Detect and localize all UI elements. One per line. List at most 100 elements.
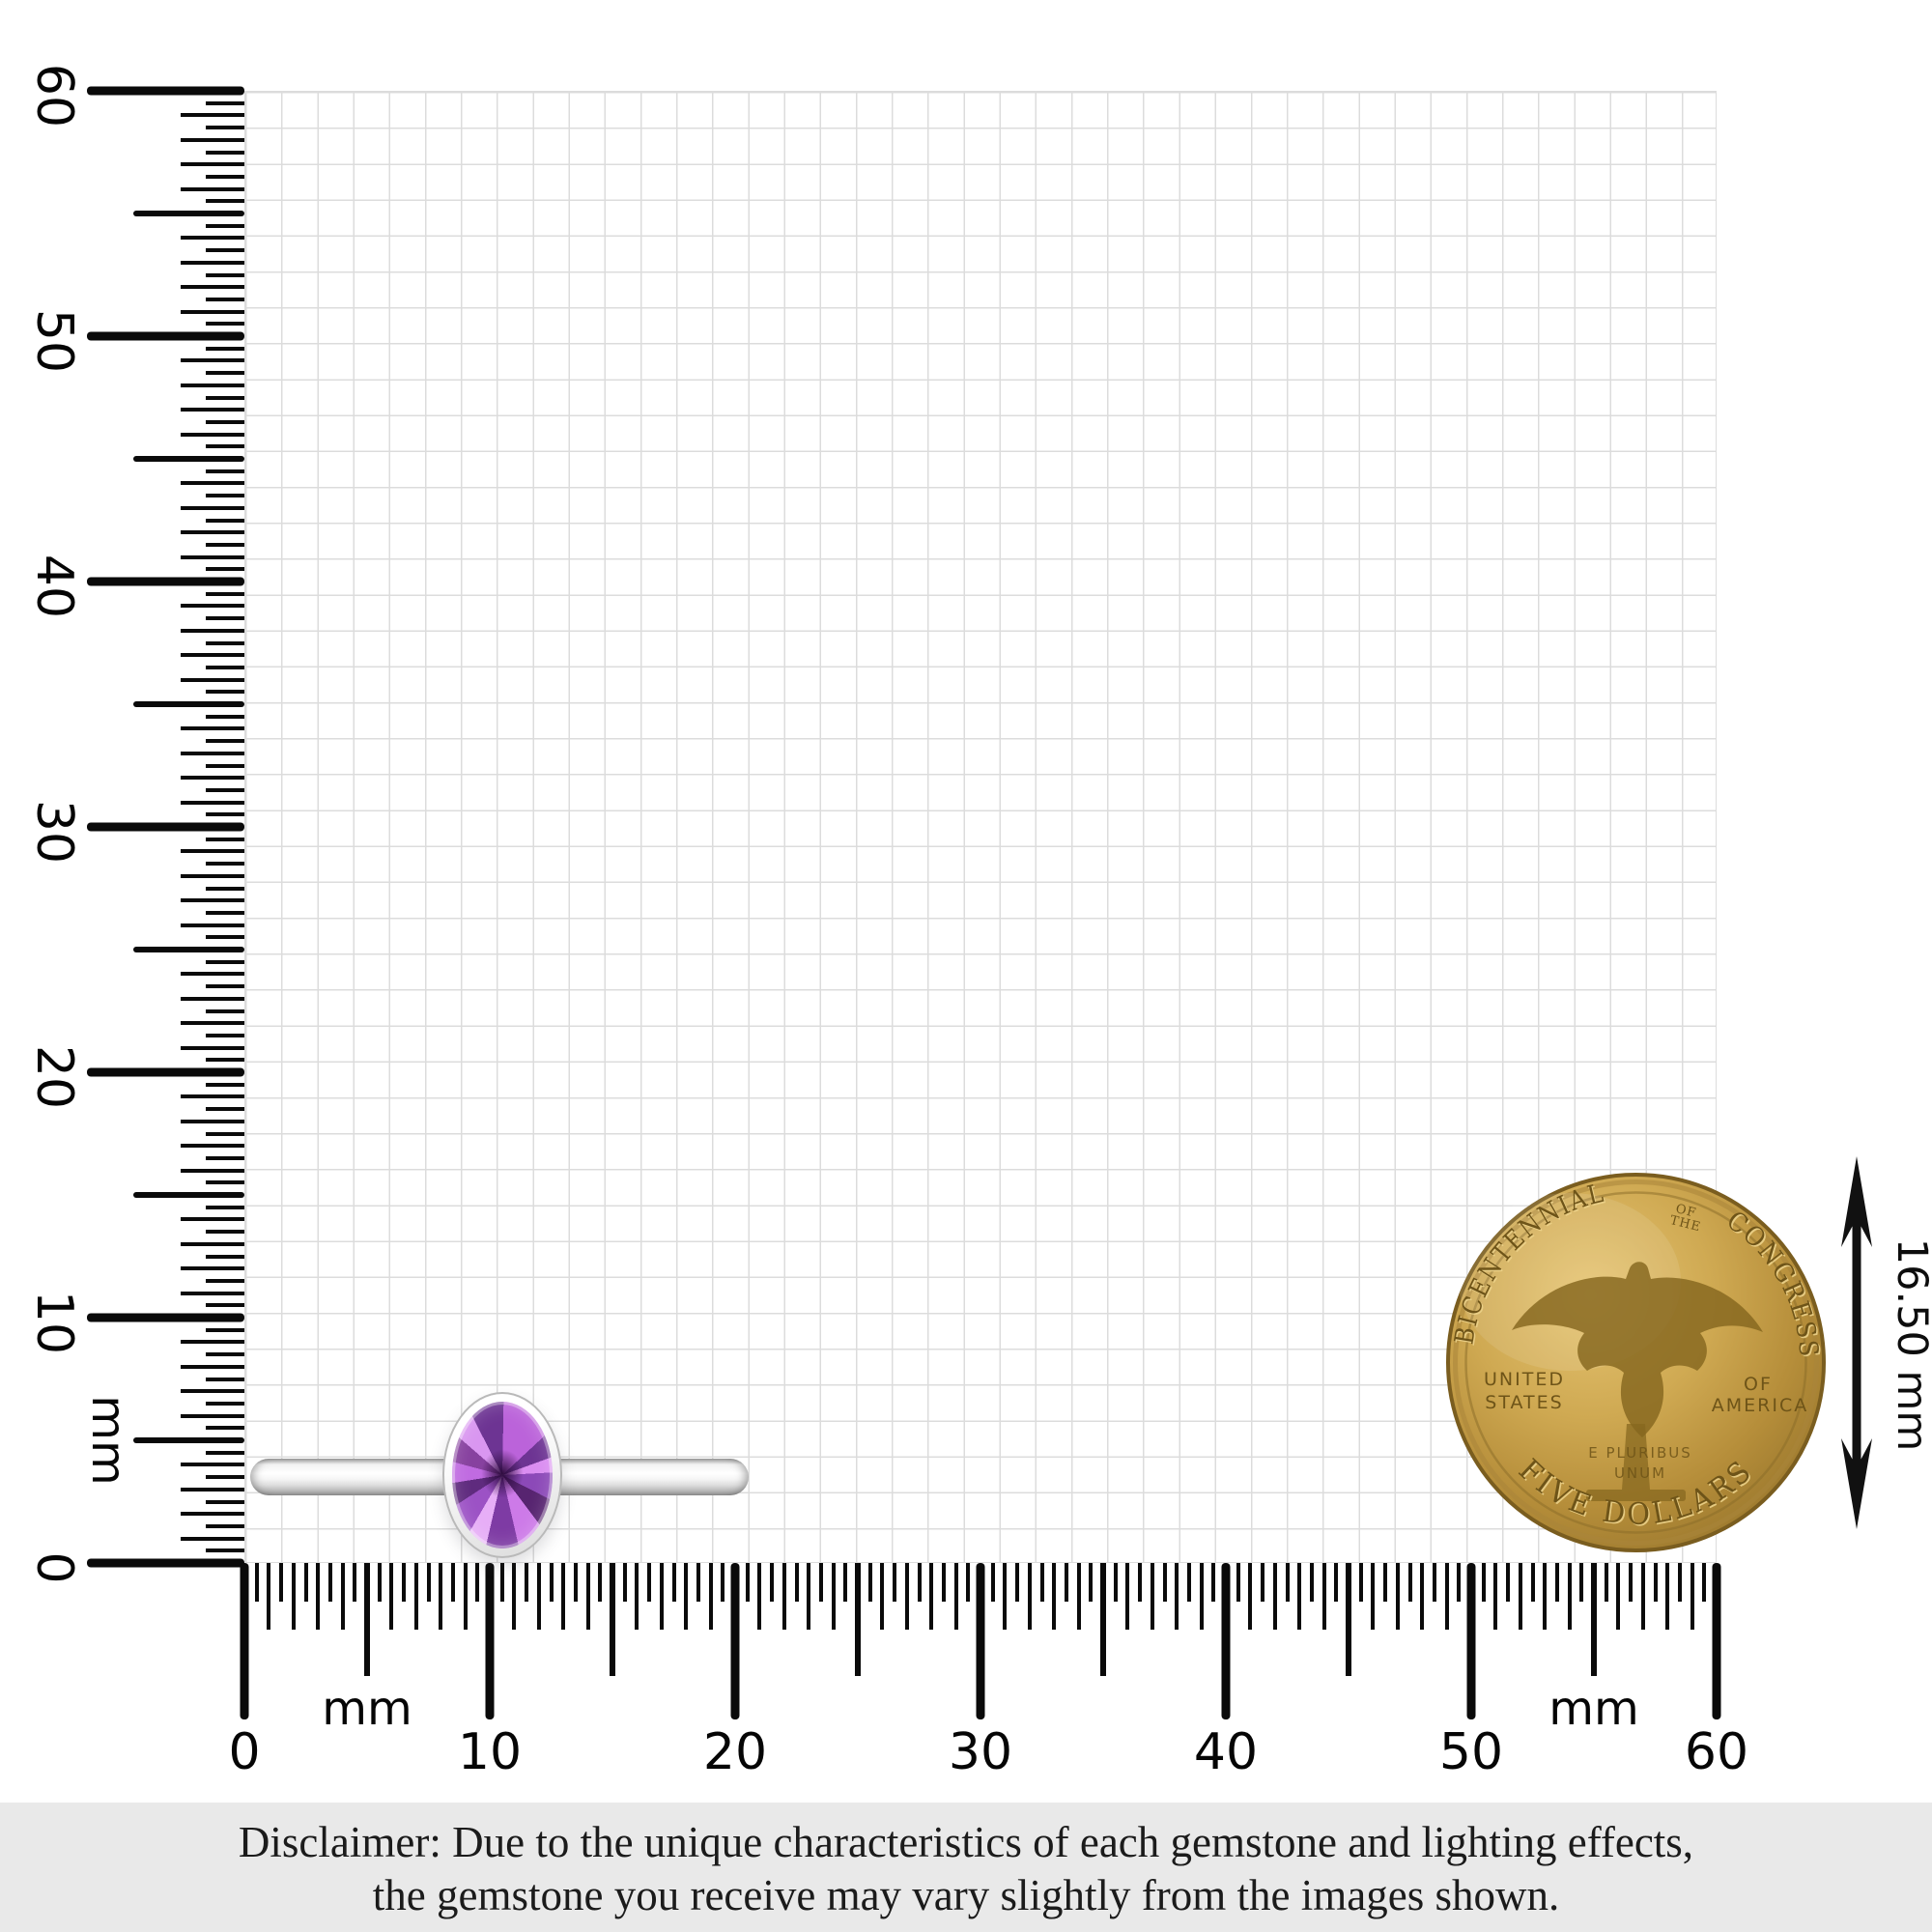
bottom-ruler-tick bbox=[1076, 1563, 1081, 1630]
left-ruler-tick bbox=[206, 690, 244, 695]
bottom-ruler-tick bbox=[1518, 1563, 1522, 1630]
bottom-ruler-tick bbox=[475, 1563, 480, 1602]
bottom-ruler-tick bbox=[1297, 1563, 1302, 1630]
bottom-ruler-tick bbox=[929, 1563, 934, 1630]
left-ruler-tick bbox=[181, 554, 244, 559]
left-ruler-tick bbox=[133, 211, 244, 216]
left-ruler-tick bbox=[181, 726, 244, 731]
bottom-ruler-tick bbox=[684, 1563, 689, 1630]
bottom-ruler-tick bbox=[880, 1563, 885, 1630]
left-ruler-tick bbox=[206, 1082, 244, 1087]
bottom-ruler-tick bbox=[1211, 1563, 1216, 1602]
left-ruler-tick bbox=[206, 322, 244, 327]
bottom-ruler-tick bbox=[426, 1563, 431, 1602]
left-ruler-tick bbox=[206, 1499, 244, 1504]
bottom-ruler-tick bbox=[1052, 1563, 1057, 1630]
left-ruler-tick bbox=[181, 996, 244, 1001]
left-ruler-label: 30 bbox=[25, 799, 83, 865]
left-ruler-tick bbox=[181, 776, 244, 781]
left-ruler-tick bbox=[206, 1548, 244, 1553]
bottom-ruler-tick bbox=[1175, 1563, 1179, 1630]
bottom-ruler-label: 30 bbox=[948, 1723, 1013, 1781]
eagle-perch-mace bbox=[1622, 1424, 1650, 1490]
bottom-ruler-tick bbox=[291, 1563, 296, 1630]
bottom-ruler-tick bbox=[512, 1563, 517, 1630]
bottom-ruler-tick bbox=[1039, 1563, 1044, 1602]
bottom-ruler-label: 10 bbox=[457, 1723, 523, 1781]
bottom-ruler-tick bbox=[573, 1563, 578, 1602]
disclaimer-band: Disclaimer: Due to the unique characteri… bbox=[0, 1803, 1932, 1932]
left-ruler-tick bbox=[181, 481, 244, 486]
left-ruler-tick bbox=[206, 837, 244, 841]
bottom-ruler-tick bbox=[941, 1563, 946, 1602]
left-ruler-tick bbox=[206, 665, 244, 669]
left-ruler-tick bbox=[181, 309, 244, 314]
bottom-ruler-tick bbox=[1150, 1563, 1154, 1630]
bottom-ruler-tick bbox=[1346, 1563, 1351, 1676]
bottom-ruler-tick bbox=[1383, 1563, 1388, 1602]
bottom-ruler-tick bbox=[1640, 1563, 1645, 1630]
left-ruler-tick bbox=[206, 1475, 244, 1480]
bottom-ruler-tick bbox=[1493, 1563, 1498, 1630]
left-ruler-tick bbox=[181, 408, 244, 412]
bottom-ruler-tick bbox=[1358, 1563, 1363, 1602]
left-ruler-tick bbox=[206, 812, 244, 817]
coin-motto-line2: UNUM bbox=[1614, 1464, 1666, 1482]
bottom-ruler-tick bbox=[843, 1563, 848, 1602]
bottom-ruler-tick bbox=[893, 1563, 897, 1602]
bottom-ruler-tick bbox=[1272, 1563, 1277, 1630]
bottom-ruler-tick bbox=[781, 1563, 786, 1630]
left-ruler-tick bbox=[206, 1352, 244, 1357]
left-ruler-tick bbox=[206, 1523, 244, 1528]
bottom-ruler-tick bbox=[807, 1563, 811, 1630]
left-ruler-tick bbox=[206, 1426, 244, 1431]
left-ruler-tick bbox=[133, 947, 244, 952]
left-ruler-tick bbox=[206, 1377, 244, 1381]
left-ruler-tick bbox=[206, 1033, 244, 1037]
bottom-ruler-tick bbox=[867, 1563, 872, 1602]
left-ruler-tick bbox=[206, 100, 244, 105]
bottom-ruler-tick bbox=[402, 1563, 407, 1602]
bottom-ruler-label: 20 bbox=[702, 1723, 768, 1781]
left-ruler-tick bbox=[206, 1230, 244, 1235]
left-ruler-tick bbox=[181, 751, 244, 755]
bottom-ruler-tick bbox=[1616, 1563, 1621, 1630]
left-ruler-tick bbox=[181, 972, 244, 977]
left-ruler-tick bbox=[181, 1021, 244, 1026]
bottom-ruler-tick bbox=[1125, 1563, 1130, 1630]
bottom-ruler-tick bbox=[364, 1563, 370, 1676]
left-ruler-tick bbox=[206, 150, 244, 155]
bottom-ruler-tick bbox=[1334, 1563, 1339, 1602]
bottom-ruler-label: 40 bbox=[1193, 1723, 1259, 1781]
left-ruler-tick bbox=[181, 260, 244, 265]
bottom-ruler-tick bbox=[990, 1563, 995, 1602]
left-ruler-tick bbox=[181, 285, 244, 290]
left-ruler-tick bbox=[206, 862, 244, 867]
left-ruler-tick bbox=[181, 530, 244, 535]
bottom-ruler-tick bbox=[1543, 1563, 1548, 1630]
bottom-ruler-tick bbox=[904, 1563, 909, 1630]
bottom-ruler-tick bbox=[1506, 1563, 1511, 1602]
bottom-ruler-tick bbox=[561, 1563, 566, 1630]
bottom-ruler-tick bbox=[1554, 1563, 1559, 1602]
bottom-ruler-tick bbox=[353, 1563, 357, 1602]
left-ruler-tick bbox=[181, 1217, 244, 1222]
left-ruler-tick bbox=[206, 984, 244, 989]
bottom-ruler-tick bbox=[1395, 1563, 1400, 1630]
left-ruler-tick bbox=[181, 849, 244, 854]
left-ruler-tick bbox=[206, 591, 244, 596]
left-ruler-tick bbox=[87, 822, 244, 832]
bottom-ruler-tick bbox=[389, 1563, 394, 1630]
left-ruler-tick bbox=[181, 1144, 244, 1149]
left-ruler-tick bbox=[206, 886, 244, 891]
left-ruler-tick bbox=[206, 1254, 244, 1259]
bottom-ruler-label: 50 bbox=[1438, 1723, 1504, 1781]
left-ruler-tick bbox=[206, 935, 244, 940]
bottom-ruler-tick bbox=[1236, 1563, 1240, 1602]
left-ruler-tick bbox=[206, 910, 244, 915]
bottom-ruler-tick bbox=[1371, 1563, 1376, 1630]
bottom-ruler-tick bbox=[1432, 1563, 1436, 1602]
coin-legend-of-the: OF THE bbox=[1668, 1201, 1705, 1235]
left-ruler-tick bbox=[206, 1155, 244, 1160]
bottom-ruler-tick bbox=[240, 1563, 249, 1719]
